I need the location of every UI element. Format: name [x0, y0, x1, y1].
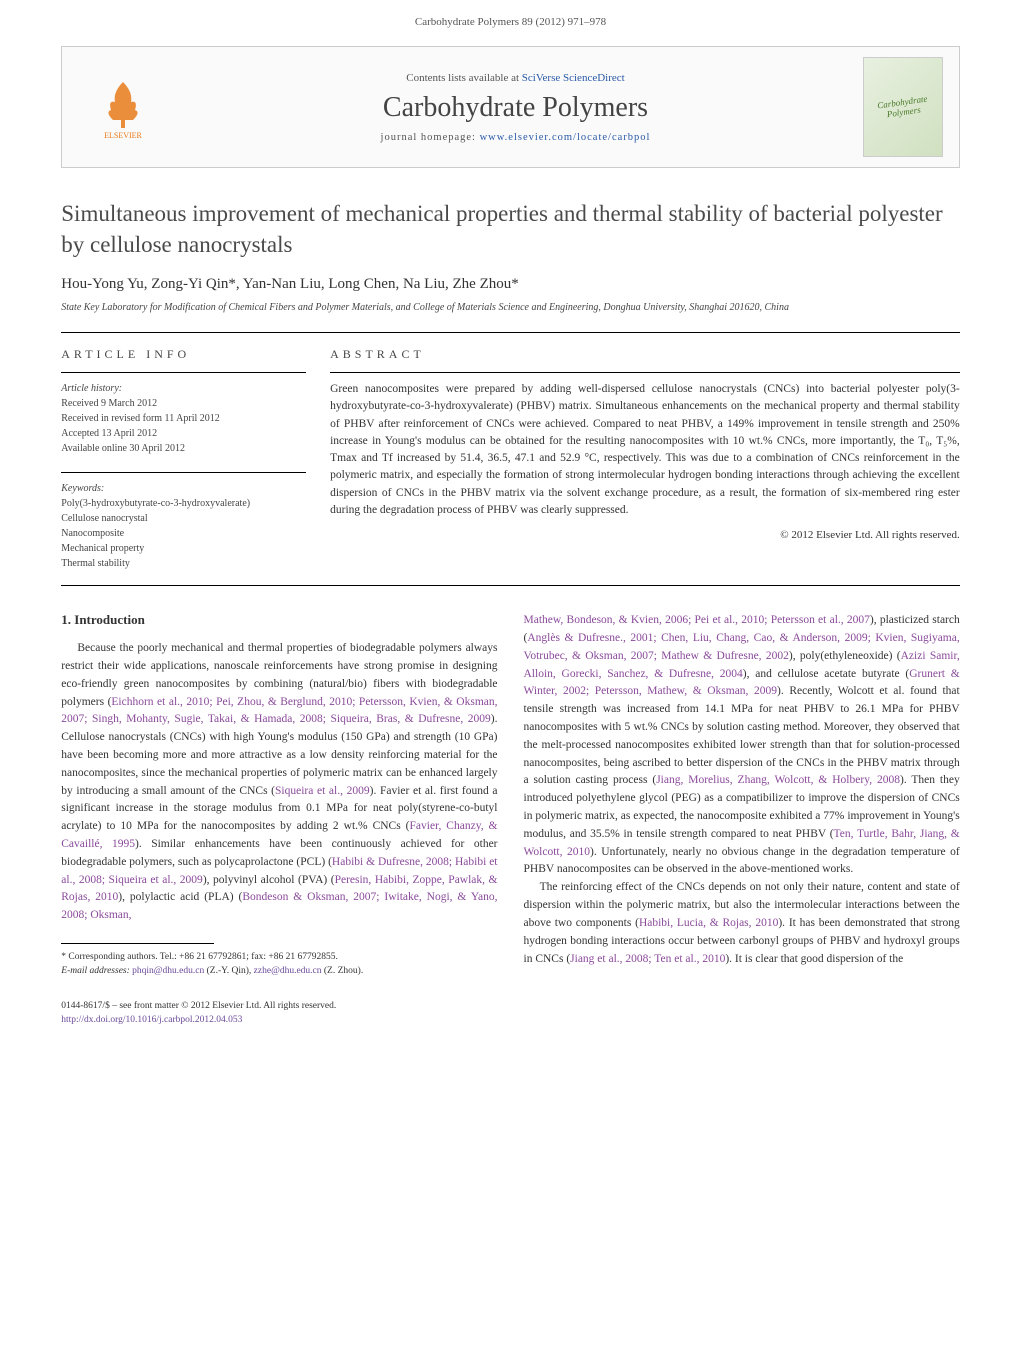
body-column-left: 1. Introduction Because the poorly mecha… [61, 612, 497, 979]
info-rule [61, 372, 306, 373]
keywords-rule [61, 472, 306, 473]
email-link-1[interactable]: phqin@dhu.edu.cn [132, 966, 204, 976]
abstract-text: Green nanocomposites were prepared by ad… [330, 381, 960, 519]
intro-paragraph-2: The reinforcing effect of the CNCs depen… [524, 879, 960, 968]
citation[interactable]: Habibi, Lucia, & Rojas, 2010 [639, 917, 778, 929]
article-history: Article history: Received 9 March 2012 R… [61, 381, 306, 456]
article-title: Simultaneous improvement of mechanical p… [61, 198, 959, 260]
rule-bottom [61, 585, 959, 586]
affiliation: State Key Laboratory for Modification of… [61, 301, 959, 314]
running-head: Carbohydrate Polymers 89 (2012) 971–978 [0, 0, 1021, 36]
sciencedirect-link[interactable]: SciVerse ScienceDirect [522, 72, 625, 84]
intro-paragraph-1-cont: Mathew, Bondeson, & Kvien, 2006; Pei et … [524, 612, 960, 879]
rule-top [61, 332, 959, 333]
email-link-2[interactable]: zzhe@dhu.edu.cn [254, 966, 322, 976]
citation[interactable]: Mathew, Bondeson, & Kvien, 2006; Pei et … [524, 614, 870, 626]
page-footer: 0144-8617/$ – see front matter © 2012 El… [61, 999, 959, 1028]
section-heading-introduction: 1. Introduction [61, 612, 497, 628]
journal-homepage-line: journal homepage: www.elsevier.com/locat… [168, 132, 862, 143]
corresponding-author-footnote: * Corresponding authors. Tel.: +86 21 67… [61, 950, 497, 979]
issn-copyright-line: 0144-8617/$ – see front matter © 2012 El… [61, 999, 959, 1013]
publisher-logo-text: ELSEVIER [104, 131, 142, 140]
authors-line: Hou-Yong Yu, Zong-Yi Qin*, Yan-Nan Liu, … [61, 276, 959, 293]
citation[interactable]: Jiang et al., 2008; Ten et al., 2010 [570, 953, 725, 965]
abstract-rule [330, 372, 960, 373]
article-info-label: article info [61, 347, 306, 362]
doi-link[interactable]: http://dx.doi.org/10.1016/j.carbpol.2012… [61, 1015, 242, 1025]
citation[interactable]: Jiang, Morelius, Zhang, Wolcott, & Holbe… [656, 774, 900, 786]
abstract-copyright: © 2012 Elsevier Ltd. All rights reserved… [330, 529, 960, 541]
journal-banner: ELSEVIER Contents lists available at Sci… [61, 46, 959, 168]
abstract-column: abstract Green nanocomposites were prepa… [330, 347, 960, 571]
body-columns: 1. Introduction Because the poorly mecha… [61, 612, 959, 979]
footnote-separator [61, 943, 214, 944]
article-info-column: article info Article history: Received 9… [61, 347, 306, 571]
citation[interactable]: Eichhorn et al., 2010; Pei, Zhou, & Berg… [61, 696, 497, 726]
publisher-logo: ELSEVIER [78, 62, 168, 152]
abstract-label: abstract [330, 347, 960, 362]
keywords-block: Keywords: Poly(3-hydroxybutyrate-co-3-hy… [61, 481, 306, 571]
journal-cover-thumbnail: Carbohydrate Polymers [863, 57, 943, 157]
intro-paragraph-1: Because the poorly mechanical and therma… [61, 640, 497, 925]
citation[interactable]: Siqueira et al., 2009 [275, 785, 370, 797]
journal-name: Carbohydrate Polymers [168, 92, 862, 124]
contents-lists-line: Contents lists available at SciVerse Sci… [168, 72, 862, 84]
body-column-right: Mathew, Bondeson, & Kvien, 2006; Pei et … [524, 612, 960, 979]
elsevier-tree-icon: ELSEVIER [93, 72, 153, 142]
journal-homepage-link[interactable]: www.elsevier.com/locate/carbpol [480, 132, 651, 143]
